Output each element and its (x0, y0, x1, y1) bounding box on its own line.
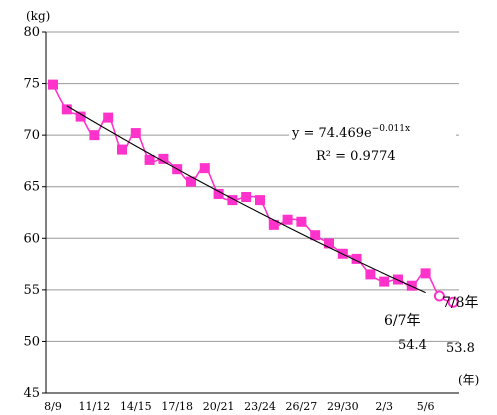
trendline (66, 105, 426, 294)
y-axis-unit: (kg) (26, 9, 50, 23)
trendline-equation: y = 74.469e−0.011x (291, 124, 410, 141)
data-point-24 (379, 276, 390, 287)
data-point-0 (48, 79, 58, 90)
annotation-7-8-label: 7/8年 (442, 295, 479, 311)
x-tick-label-0: 8/9 (44, 400, 62, 413)
data-point-11 (199, 163, 210, 174)
weight-series (48, 79, 459, 308)
x-tick-label-5: 23/24 (244, 400, 276, 413)
y-tick-label-55: 55 (23, 283, 40, 298)
data-point-5 (117, 144, 127, 155)
data-point-17 (282, 214, 293, 225)
data-point-6 (130, 128, 141, 139)
x-axis-unit: (年) (458, 373, 479, 387)
data-point-29 (447, 296, 459, 308)
data-point-2 (75, 111, 86, 122)
x-tick-label-8: 2/3 (375, 400, 393, 413)
data-point-3 (89, 130, 100, 141)
data-point-8 (158, 153, 169, 164)
data-point-14 (241, 192, 252, 203)
data-point-20 (324, 238, 334, 249)
y-tick-label-65: 65 (23, 180, 40, 195)
x-tick-label-4: 20/21 (203, 400, 235, 413)
data-point-19 (310, 230, 321, 241)
data-point-1 (61, 104, 72, 115)
data-point-28 (433, 290, 445, 302)
equation-label-bg (289, 124, 456, 142)
annotation-7-8: 7/8年 53.8 (442, 295, 479, 356)
annotation-6-7: 6/7年 54.4 (382, 312, 432, 353)
data-point-15 (255, 195, 265, 206)
data-point-10 (186, 176, 196, 187)
x-tick-label-1: 11/12 (79, 400, 111, 413)
data-point-7 (144, 154, 155, 165)
y-tick-labels: 45 50 55 60 65 70 75 80 (23, 25, 46, 401)
x-tick-label-3: 17/18 (161, 400, 193, 413)
annotation-7-8-value: 53.8 (446, 341, 475, 356)
annotation-6-7-value: 54.4 (398, 338, 427, 353)
y-tick-label-70: 70 (23, 128, 40, 143)
x-tick-label-7: 29/30 (327, 400, 359, 413)
y-tick-label-50: 50 (23, 334, 40, 349)
x-tick-label-9: 5/6 (417, 400, 435, 413)
data-point-23 (365, 269, 376, 280)
data-point-27 (420, 268, 431, 279)
trendline-path (66, 105, 426, 294)
data-point-22 (351, 253, 362, 264)
x-tick-labels: 8/9 11/12 14/15 17/18 20/21 23/24 26/27 29/30 2/… (44, 400, 434, 413)
data-point-16 (268, 219, 279, 230)
trendline-r-squared: R² = 0.9774 (316, 149, 396, 164)
data-point-4 (103, 112, 114, 123)
annotation-6-7-label: 6/7年 (384, 313, 421, 329)
data-point-18 (296, 216, 307, 227)
y-tick-label-75: 75 (23, 77, 40, 92)
trendline-equation-exponent: −0.011x (372, 124, 410, 134)
data-point-12 (213, 188, 224, 199)
x-tick-label-2: 14/15 (120, 400, 152, 413)
y-tick-label-60: 60 (23, 231, 40, 246)
y-tick-label-45: 45 (23, 386, 40, 401)
data-point-26 (406, 280, 417, 291)
trendline-equation-prefix: y = 74.469e (291, 126, 372, 141)
data-point-13 (227, 195, 238, 206)
y-tick-label-80: 80 (23, 25, 40, 40)
gridlines (46, 31, 459, 342)
x-tick-label-6: 26/27 (286, 400, 318, 413)
